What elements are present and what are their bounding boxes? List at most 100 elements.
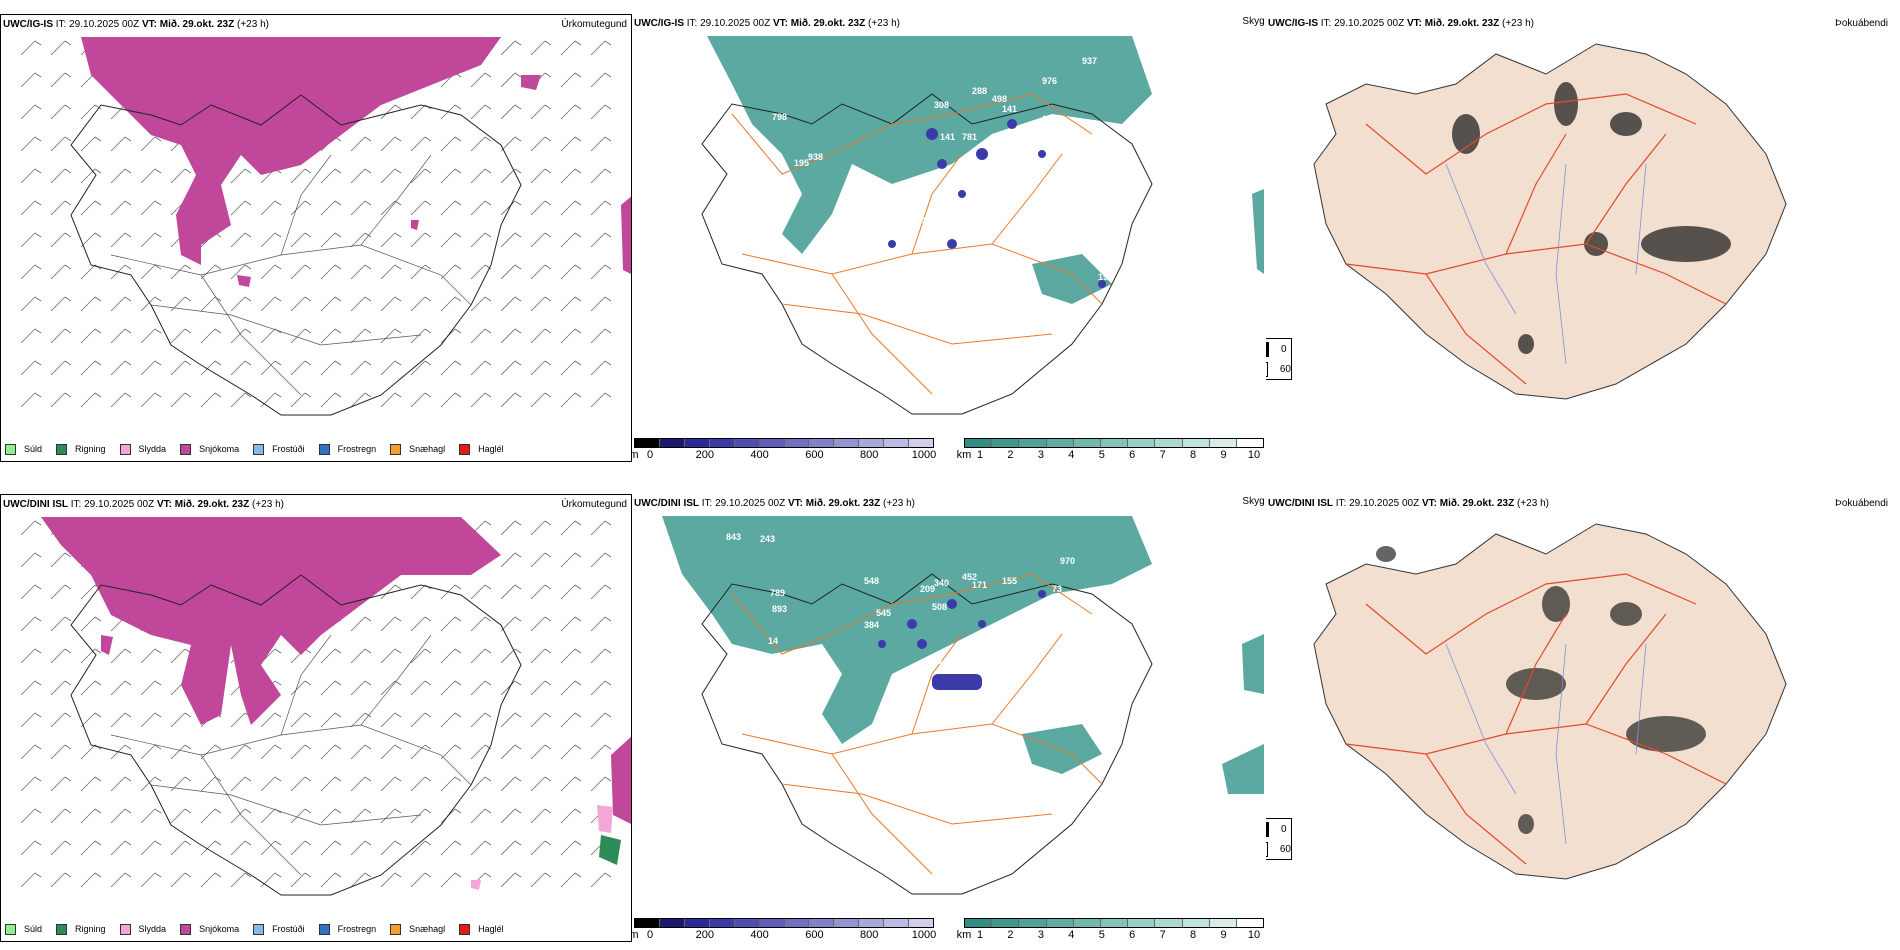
wind-barb xyxy=(200,392,216,408)
wind-barb xyxy=(350,232,366,248)
wind-barb xyxy=(80,104,96,120)
wind-barb xyxy=(410,744,426,760)
wind-barb-flag xyxy=(574,840,582,846)
wind-barb-flag xyxy=(154,680,162,686)
precip-type-map xyxy=(20,37,631,416)
wind-barb xyxy=(50,360,66,376)
wind-barb xyxy=(80,616,96,632)
wind-barb-flag xyxy=(574,104,582,110)
wind-barb-flag xyxy=(184,328,192,334)
wind-barb xyxy=(320,680,336,696)
wind-barb-flag xyxy=(574,392,582,398)
wind-barb-flag xyxy=(304,840,312,846)
wind-barb-flag xyxy=(334,872,342,878)
legend-swatch xyxy=(318,923,330,935)
wind-barb xyxy=(140,744,156,760)
legend-label: Súld xyxy=(24,924,43,934)
wind-barb xyxy=(200,840,216,856)
colorbar-segment xyxy=(1046,439,1074,447)
fog-key-label: 0 xyxy=(1281,823,1287,835)
wind-barb xyxy=(530,264,546,280)
wind-barb-flag xyxy=(484,136,492,142)
colorbar-tick: 6 xyxy=(1129,449,1136,461)
wind-barb-flag xyxy=(544,104,552,110)
wind-barb-flag xyxy=(244,392,252,398)
cloud-base-value: 195 xyxy=(794,158,809,168)
wind-barb xyxy=(560,264,576,280)
colorbar-tick: 8 xyxy=(1190,929,1197,941)
wind-barb xyxy=(470,680,486,696)
wind-barb-flag xyxy=(394,104,402,110)
wind-barb-flag xyxy=(364,232,372,238)
wind-barb-flag xyxy=(274,200,282,206)
wind-barb-flag xyxy=(34,232,42,238)
wind-barb xyxy=(290,200,306,216)
wind-barb xyxy=(20,40,36,56)
precip-type-map xyxy=(20,517,631,896)
wind-barb xyxy=(50,648,66,664)
colorbar-tick: 2 xyxy=(1007,449,1014,461)
panel-label: Úrkomutegund xyxy=(561,19,627,30)
wind-barb-flag xyxy=(454,680,462,686)
colorbar-tick: 3 xyxy=(1037,449,1044,461)
wind-barb xyxy=(500,584,516,600)
wind-barb-flag xyxy=(274,744,282,750)
legend-swatch xyxy=(459,923,471,935)
wind-barb-flag xyxy=(304,808,312,814)
wind-barb-flag xyxy=(574,232,582,238)
precip-legend: Súld Rigning Slydda Snjókoma Frostúði Frostre… xyxy=(5,439,518,459)
wind-barb-flag xyxy=(34,680,42,686)
iceland-outline xyxy=(701,573,1153,895)
wind-barb-flag xyxy=(454,296,462,302)
wind-barb xyxy=(290,360,306,376)
wind-barb-flag xyxy=(544,712,552,718)
wind-barb xyxy=(350,168,366,184)
snowfall-areas xyxy=(81,37,631,287)
wind-barb xyxy=(80,584,96,600)
cloud-base-value: 193 xyxy=(1106,256,1121,266)
wind-barb-flag xyxy=(544,360,552,366)
cloud-base-value: 209 xyxy=(920,584,935,594)
wind-barb-flag xyxy=(64,776,72,782)
wind-barb-flag xyxy=(424,392,432,398)
colorbar-tick: 600 xyxy=(805,929,824,941)
wind-barb xyxy=(440,648,456,664)
rivers xyxy=(1445,643,1647,845)
wind-barb-flag xyxy=(544,744,552,750)
wind-barb-flag xyxy=(244,264,252,270)
wind-barb xyxy=(320,712,336,728)
legend-swatch xyxy=(56,923,68,935)
wind-barb-flag xyxy=(64,40,72,46)
wind-barb-flag xyxy=(424,776,432,782)
wind-barb-flag xyxy=(184,776,192,782)
wind-barb-flag xyxy=(394,264,402,270)
cloud-base-value: 893 xyxy=(772,604,787,614)
wind-barb-flag xyxy=(124,232,132,238)
wind-barb xyxy=(500,552,516,568)
wind-barb-flag xyxy=(424,328,432,334)
wind-barb xyxy=(320,168,336,184)
wind-barb xyxy=(200,776,216,792)
wind-barb-flag xyxy=(34,648,42,654)
wind-barb-flag xyxy=(484,776,492,782)
wind-barb-flag xyxy=(304,296,312,302)
wind-barb-flag xyxy=(484,264,492,270)
wind-barb-flag xyxy=(394,168,402,174)
wind-barb xyxy=(50,136,66,152)
wind-barb-flag xyxy=(514,616,522,622)
colorbar-segment xyxy=(965,919,993,927)
cloud-base-value: 171 xyxy=(972,580,987,590)
wind-barb xyxy=(560,40,576,56)
wind-barb xyxy=(50,808,66,824)
wind-barb-flag xyxy=(484,648,492,654)
cloud-base-value: 999 xyxy=(1132,28,1147,38)
wind-barb-flag xyxy=(364,776,372,782)
wind-barb-flag xyxy=(544,72,552,78)
wind-barb xyxy=(500,232,516,248)
wind-barb xyxy=(320,264,336,280)
wind-barb-flag xyxy=(244,328,252,334)
wind-barb xyxy=(560,200,576,216)
wind-barb-flag xyxy=(574,328,582,334)
colorbar-segment xyxy=(909,439,934,447)
legend-swatch xyxy=(5,443,16,455)
